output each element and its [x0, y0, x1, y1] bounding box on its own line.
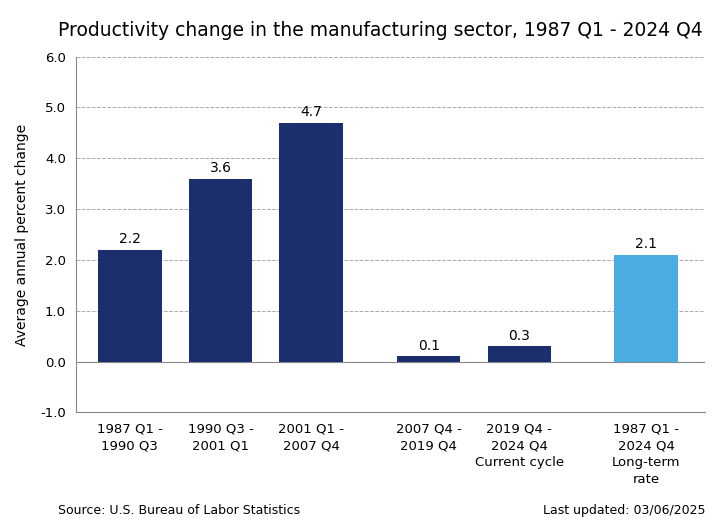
Text: Source: U.S. Bureau of Labor Statistics: Source: U.S. Bureau of Labor Statistics [58, 504, 300, 517]
Text: 0.3: 0.3 [508, 329, 531, 343]
Text: Last updated: 03/06/2025: Last updated: 03/06/2025 [543, 504, 706, 517]
Text: 4.7: 4.7 [300, 105, 322, 119]
Bar [189, 179, 252, 362]
Bar [614, 255, 678, 362]
Bar [279, 123, 343, 362]
Y-axis label: Average annual percent change: Average annual percent change [15, 123, 29, 346]
Text: Productivity change in the manufacturing sector, 1987 Q1 - 2024 Q4: Productivity change in the manufacturing… [58, 21, 702, 40]
Bar [397, 357, 461, 362]
Text: 3.6: 3.6 [210, 161, 232, 175]
Text: 2.1: 2.1 [635, 237, 657, 251]
Text: 0.1: 0.1 [418, 339, 440, 353]
Bar [487, 346, 551, 362]
Text: 2.2: 2.2 [119, 232, 141, 246]
Bar [98, 250, 161, 362]
